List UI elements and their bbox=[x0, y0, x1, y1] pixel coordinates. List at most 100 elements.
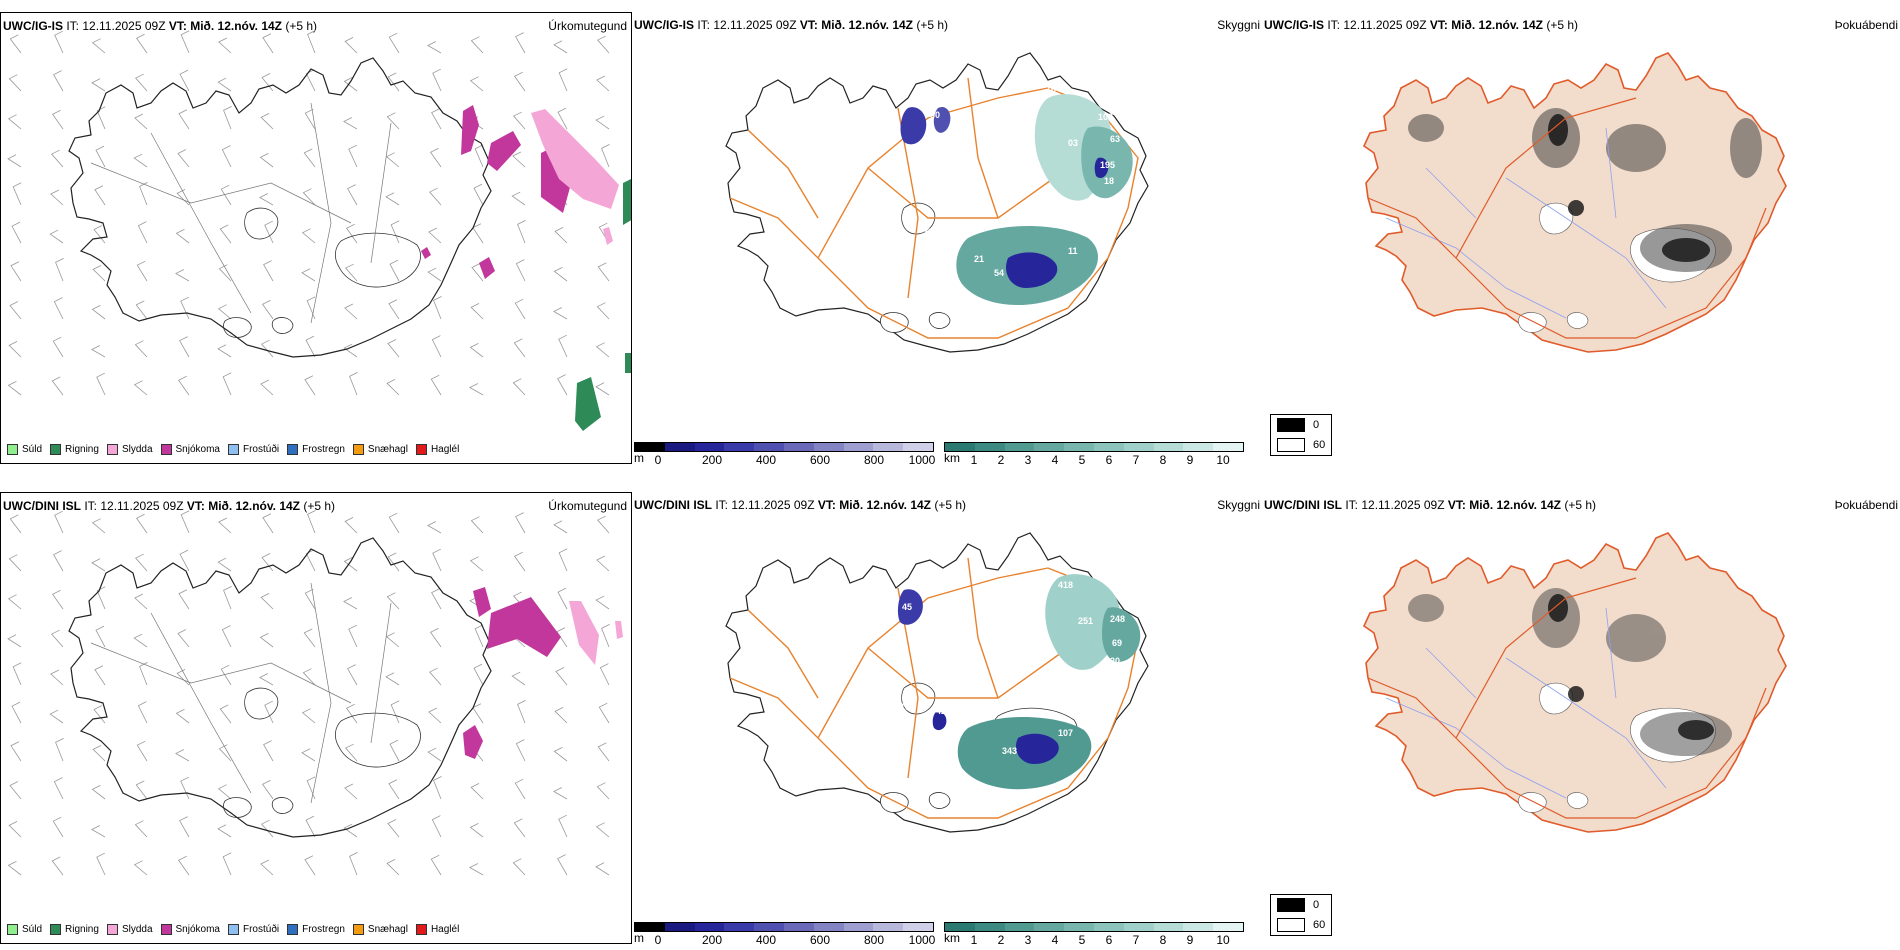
wind-barb bbox=[261, 553, 274, 572]
tick: 400 bbox=[755, 933, 777, 944]
legend-item: Slydda bbox=[106, 924, 153, 935]
cbar-seg bbox=[1093, 443, 1124, 451]
legend-item: Frostregn bbox=[287, 924, 345, 935]
height-unit: m bbox=[634, 931, 644, 944]
wind-barb bbox=[517, 219, 526, 244]
wind-barb bbox=[343, 343, 358, 358]
cbar-seg bbox=[1213, 923, 1243, 931]
fog-legend-1: 0 60 bbox=[1270, 414, 1333, 456]
wind-barb bbox=[512, 378, 526, 396]
wind-barb bbox=[389, 739, 400, 762]
wind-barb bbox=[429, 187, 442, 206]
vis-labels: 418 251 248 69 20 15 107 343 42 16 45 bbox=[900, 580, 1125, 756]
precip-panel-2: UWC/DINI ISL IT: 12.11.2025 09Z VT: Mið.… bbox=[0, 492, 632, 944]
wind-barb bbox=[178, 375, 190, 396]
wind-barb bbox=[599, 663, 610, 686]
wind-barb bbox=[595, 115, 610, 130]
wind-barb bbox=[430, 147, 442, 168]
wind-barb bbox=[53, 550, 64, 572]
wind-barb bbox=[49, 229, 64, 244]
wind-barb bbox=[470, 782, 484, 800]
wind-barb bbox=[596, 302, 610, 320]
wind-barb bbox=[95, 625, 106, 648]
fog-dark bbox=[1548, 594, 1714, 740]
wind-barb bbox=[596, 75, 610, 92]
wind-barb bbox=[301, 748, 316, 762]
roads bbox=[729, 557, 1139, 819]
wind-barb bbox=[558, 334, 568, 358]
wind-barb bbox=[136, 33, 148, 54]
wind-barb bbox=[52, 816, 64, 838]
wind-barb bbox=[468, 383, 484, 396]
cbar-seg bbox=[843, 923, 874, 931]
wind-barb bbox=[474, 144, 484, 168]
tick: 200 bbox=[701, 933, 723, 944]
wind-barb bbox=[92, 264, 106, 282]
wind-barb bbox=[262, 513, 274, 534]
wind-barb bbox=[134, 820, 148, 838]
fog-shading bbox=[1408, 108, 1762, 272]
fog-map-2 bbox=[1363, 532, 1787, 833]
wind-barb bbox=[180, 510, 190, 534]
wind-barb bbox=[91, 304, 106, 320]
cloud-map-1: 164 497 109 63 03 195 18 30 67 11 21 54 72 bbox=[725, 52, 1149, 353]
wind-barb bbox=[474, 624, 484, 648]
vis-label: 69 bbox=[1112, 638, 1122, 648]
wind-barb bbox=[179, 549, 190, 572]
wind-barb bbox=[431, 815, 442, 838]
wind-barb bbox=[95, 145, 106, 168]
wind-barb bbox=[385, 672, 400, 686]
roads bbox=[1367, 577, 1767, 819]
wind-barb bbox=[7, 380, 22, 396]
precip-label: Úrkomutegund bbox=[548, 499, 627, 513]
wind-barb bbox=[514, 298, 526, 320]
wind-barb bbox=[260, 859, 274, 876]
wind-barb bbox=[134, 113, 148, 130]
wind-barb bbox=[174, 749, 190, 762]
panel-title-1c: UWC/IG-IS IT: 12.11.2025 09Z VT: Mið. 12… bbox=[1264, 18, 1579, 32]
wind-barb bbox=[91, 558, 106, 572]
fog-panel-1: UWC/IG-IS IT: 12.11.2025 09Z VT: Mið. 12… bbox=[1262, 12, 1900, 464]
vis-label: 15 bbox=[1064, 702, 1074, 712]
wind-barb bbox=[515, 259, 526, 282]
tick: 1000 bbox=[908, 453, 936, 464]
wind-barb bbox=[91, 78, 106, 92]
wind-barb bbox=[303, 628, 316, 648]
tick: 4 bbox=[1051, 453, 1059, 464]
cloud-map-2: 418 251 248 69 20 15 107 343 42 16 45 bbox=[725, 532, 1149, 833]
wind-barb bbox=[259, 152, 274, 168]
cloud-panel-1: UWC/IG-IS IT: 12.11.2025 09Z VT: Mið. 12… bbox=[632, 12, 1262, 464]
precip-map-2 bbox=[7, 509, 623, 876]
wind-barb bbox=[91, 784, 106, 800]
precip-map-1 bbox=[7, 29, 631, 431]
wind-barb bbox=[90, 825, 106, 838]
tick: 600 bbox=[809, 453, 831, 464]
vis-label: 497 bbox=[1090, 82, 1105, 92]
wind-barb bbox=[93, 705, 106, 724]
wind-barb bbox=[263, 260, 274, 282]
wind-barb bbox=[601, 623, 610, 648]
wind-barb bbox=[178, 589, 190, 610]
wind-barb bbox=[515, 739, 526, 762]
vis-areas bbox=[900, 94, 1133, 306]
legend-item: Snjókoma bbox=[160, 444, 220, 455]
wind-barb bbox=[220, 664, 232, 686]
wind-barb bbox=[263, 740, 274, 762]
wind-barb bbox=[558, 68, 568, 92]
wind-barb bbox=[221, 625, 232, 648]
wind-barb bbox=[306, 776, 316, 800]
vis-label: 195 bbox=[1100, 160, 1115, 170]
wind-barb bbox=[302, 188, 316, 206]
wind-barb bbox=[601, 143, 610, 168]
wind-barb bbox=[345, 263, 358, 282]
tick: 1000 bbox=[908, 933, 936, 944]
wind-barb bbox=[11, 221, 22, 244]
wind-barb bbox=[52, 589, 64, 610]
wind-barb bbox=[9, 781, 22, 800]
wind-barb bbox=[432, 548, 442, 572]
wind-barb bbox=[96, 106, 106, 130]
wind-barb bbox=[431, 108, 442, 130]
wind-barb bbox=[8, 554, 22, 572]
swatch bbox=[7, 444, 18, 455]
panel-title-2a: UWC/DINI ISL IT: 12.11.2025 09Z VT: Mið.… bbox=[3, 499, 336, 513]
